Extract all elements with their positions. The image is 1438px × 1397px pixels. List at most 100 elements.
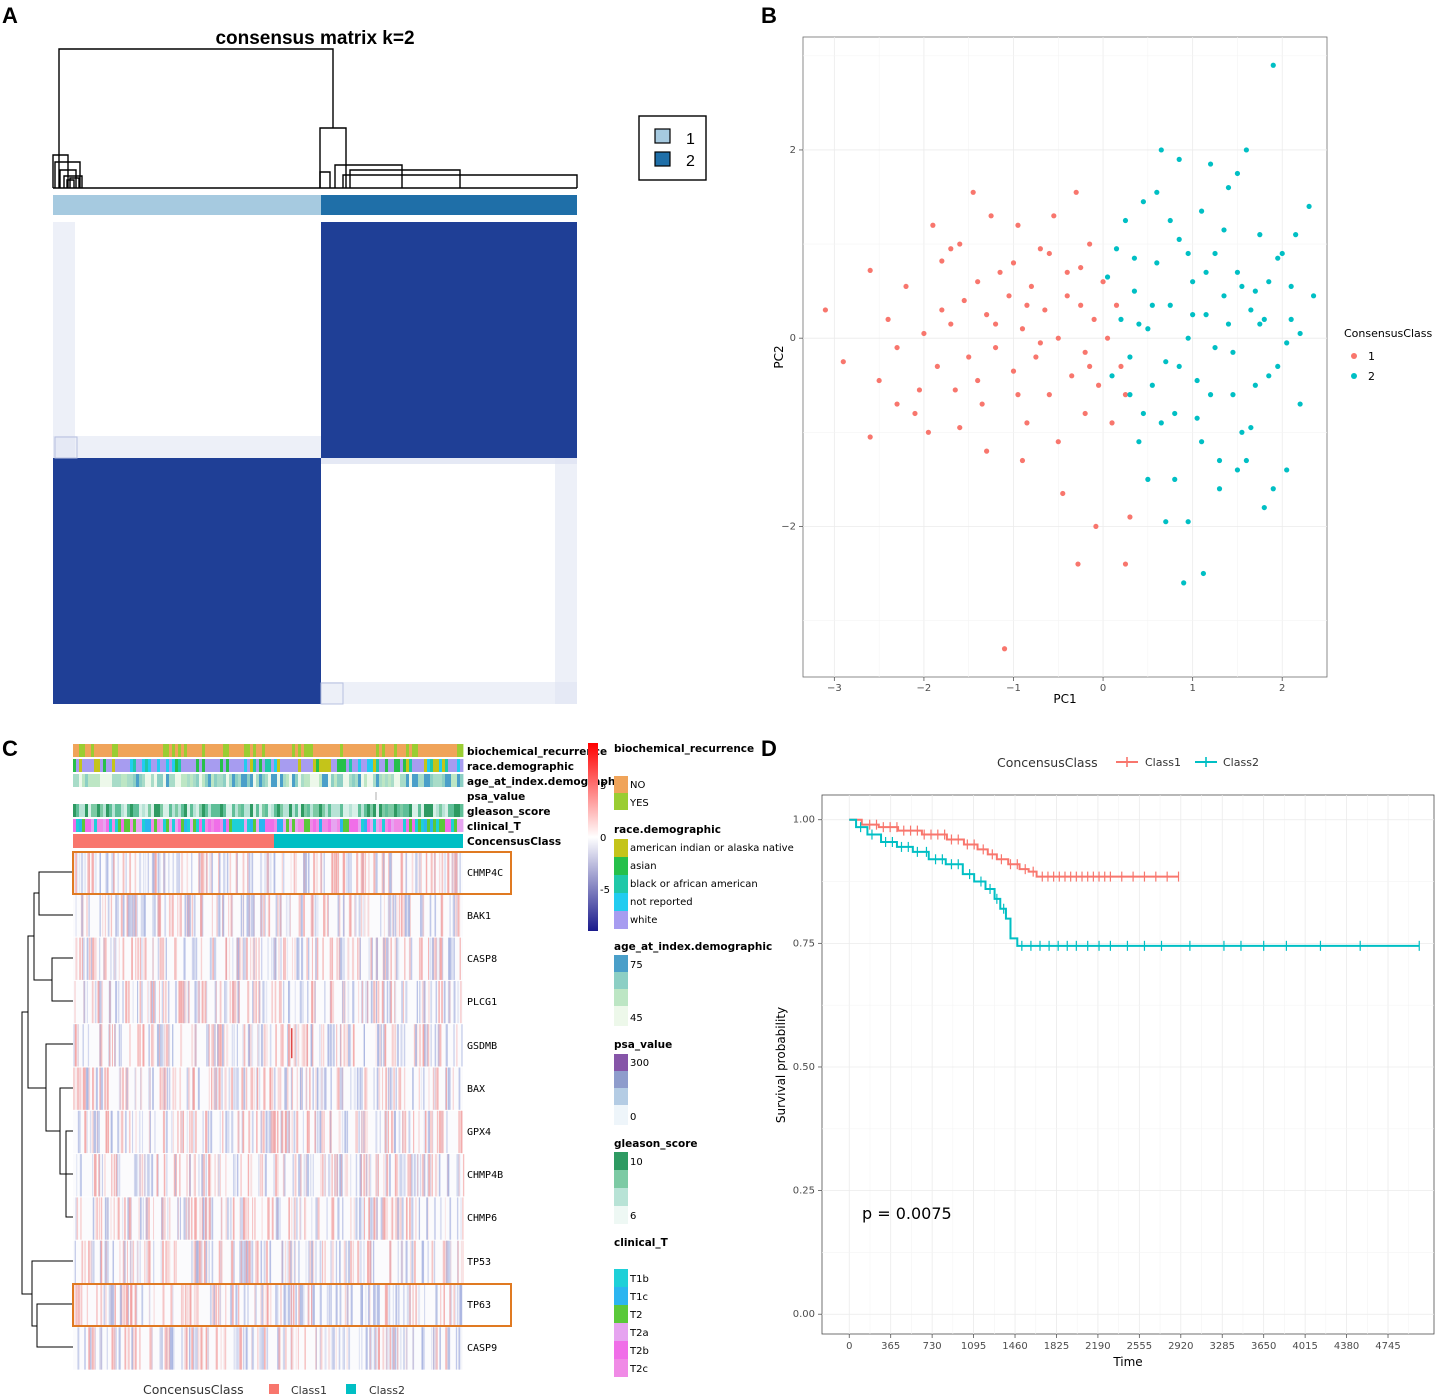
annotation-label-biochemical: biochemical_recurrence — [467, 746, 607, 758]
pca-point-class1 — [930, 222, 936, 228]
legend-swatch-race — [614, 839, 628, 857]
pca-point-class2 — [1167, 217, 1173, 224]
highlight-box-chmp4c — [72, 851, 512, 895]
survival-tick: 0.00 — [793, 1309, 815, 1320]
pca-point-class1 — [948, 246, 954, 252]
pca-point-class2 — [1207, 392, 1214, 398]
pca-point-class1 — [984, 312, 990, 318]
pca-point-class2 — [1109, 373, 1115, 379]
pca-point-class1 — [966, 354, 972, 360]
time-tick: 2190 — [1085, 1341, 1110, 1352]
pca-point-class2 — [1167, 302, 1173, 308]
time-tick: 1460 — [1002, 1341, 1027, 1352]
pca-point-class1 — [1064, 269, 1070, 275]
pca-point-class2 — [1203, 312, 1209, 318]
pca-legend: ConsensusClass 1 2 — [1344, 327, 1432, 383]
pca-point-class1 — [876, 377, 882, 384]
pca-point-class2 — [1203, 269, 1209, 275]
legend-item-yes: YES — [629, 798, 649, 809]
pca-point-class1 — [1100, 279, 1106, 285]
pca-point-class2 — [1158, 147, 1164, 153]
panel-label-c: C — [2, 736, 18, 761]
time-tick: 2555 — [1127, 1341, 1152, 1352]
pc1-tick: −3 — [827, 683, 842, 694]
pca-legend-label-1: 1 — [1368, 350, 1375, 363]
expression-colorbar — [588, 743, 598, 931]
gene-dendrogram — [21, 871, 73, 1348]
panel-label-b: B — [761, 3, 777, 28]
survival-legend-class2: Class2 — [1223, 756, 1259, 769]
pca-point-class1 — [1095, 382, 1102, 388]
colorbar-tick-neg5: -5 — [600, 885, 610, 896]
pca-point-class2 — [1257, 321, 1263, 327]
pca-point-class2 — [1234, 467, 1241, 473]
pca-point-class2 — [1190, 279, 1196, 285]
pca-point-class2 — [1131, 255, 1138, 261]
legend-gleason-max: 10 — [630, 1157, 643, 1168]
legend-swatch-race — [614, 875, 628, 893]
pca-point-class2 — [1239, 429, 1245, 435]
legend-age-max: 75 — [630, 960, 643, 971]
pca-point-class2 — [1190, 312, 1196, 318]
pca-point-class2 — [1104, 274, 1111, 280]
annotation-tracks — [73, 744, 464, 848]
survival-panel: ConcensusClass Class1 Class2 0 365 730 1095… — [774, 755, 1435, 1369]
pca-ticks: −3 −2 −1 0 1 2 −2 0 2 — [781, 145, 1285, 694]
pca-point-class2 — [1230, 392, 1236, 398]
pca-point-class2 — [1113, 246, 1120, 252]
survival-curves — [849, 818, 1420, 951]
pc2-tick: 0 — [790, 333, 796, 344]
pca-point-class1 — [1006, 293, 1012, 299]
legend-gleason-min: 6 — [630, 1211, 636, 1222]
gene-label: CHMP4C — [467, 868, 503, 879]
pca-point-class2 — [1270, 486, 1276, 492]
gene-label: PLCG1 — [467, 997, 497, 1008]
pca-point-class1 — [1024, 420, 1030, 426]
pca-point-class1 — [1060, 490, 1066, 497]
pca-legend-dot-1 — [1351, 353, 1357, 359]
pca-point-class2 — [1212, 344, 1218, 351]
pca-point-class1 — [1064, 293, 1070, 299]
survival-tick: 0.25 — [793, 1186, 815, 1197]
pca-point-class1 — [1010, 368, 1017, 374]
gene-label: BAX — [467, 1084, 485, 1095]
pc1-tick: 2 — [1279, 683, 1285, 694]
pca-point-class2 — [1185, 335, 1191, 341]
legend-item-race: white — [630, 915, 657, 926]
pca-point-class2 — [1216, 486, 1223, 492]
survival-tick: 1.00 — [793, 815, 815, 826]
pca-point-class1 — [867, 434, 873, 440]
legend-item-clinical: T1c — [629, 1292, 648, 1303]
pca-point-class2 — [1154, 260, 1160, 266]
pca-point-class1 — [840, 359, 846, 365]
survival-curve-class1 — [849, 818, 1179, 878]
pca-point-class2 — [1122, 217, 1129, 224]
pca-point-class1 — [992, 344, 999, 351]
matrix-block-2-1 — [53, 458, 321, 704]
pca-point-class1 — [975, 377, 981, 384]
pca-point-class2 — [1297, 401, 1303, 407]
pca-point-class2 — [1194, 377, 1200, 384]
pca-points — [822, 62, 1317, 652]
pc2-tick: −2 — [781, 521, 796, 532]
legend-label-2: 2 — [686, 153, 695, 170]
annotation-label-gleason: gleason_score — [467, 806, 551, 818]
survival-plot-area — [821, 794, 1435, 1335]
pca-point-class1 — [1001, 646, 1008, 652]
pc2-axis-label: PC2 — [772, 345, 786, 368]
legend-swatch-2 — [654, 151, 671, 167]
pca-point-class1 — [1087, 363, 1093, 370]
pca-point-class2 — [1230, 349, 1236, 355]
bottom-legend-swatch-class1 — [269, 1384, 279, 1394]
legend-item-no: NO — [630, 780, 645, 791]
consensus-matrix-panel: consensus matrix k=2 — [52, 28, 707, 705]
pca-point-class1 — [992, 321, 999, 327]
pca-point-class2 — [1239, 283, 1245, 290]
pca-point-class1 — [1069, 373, 1075, 379]
pca-point-class1 — [1087, 241, 1093, 247]
pc1-tick: −1 — [1006, 683, 1021, 694]
pca-point-class2 — [1172, 410, 1178, 417]
pca-point-class1 — [1113, 302, 1120, 308]
annotation-label-clinical: clinical_T — [467, 821, 522, 833]
pca-point-class1 — [939, 307, 945, 313]
